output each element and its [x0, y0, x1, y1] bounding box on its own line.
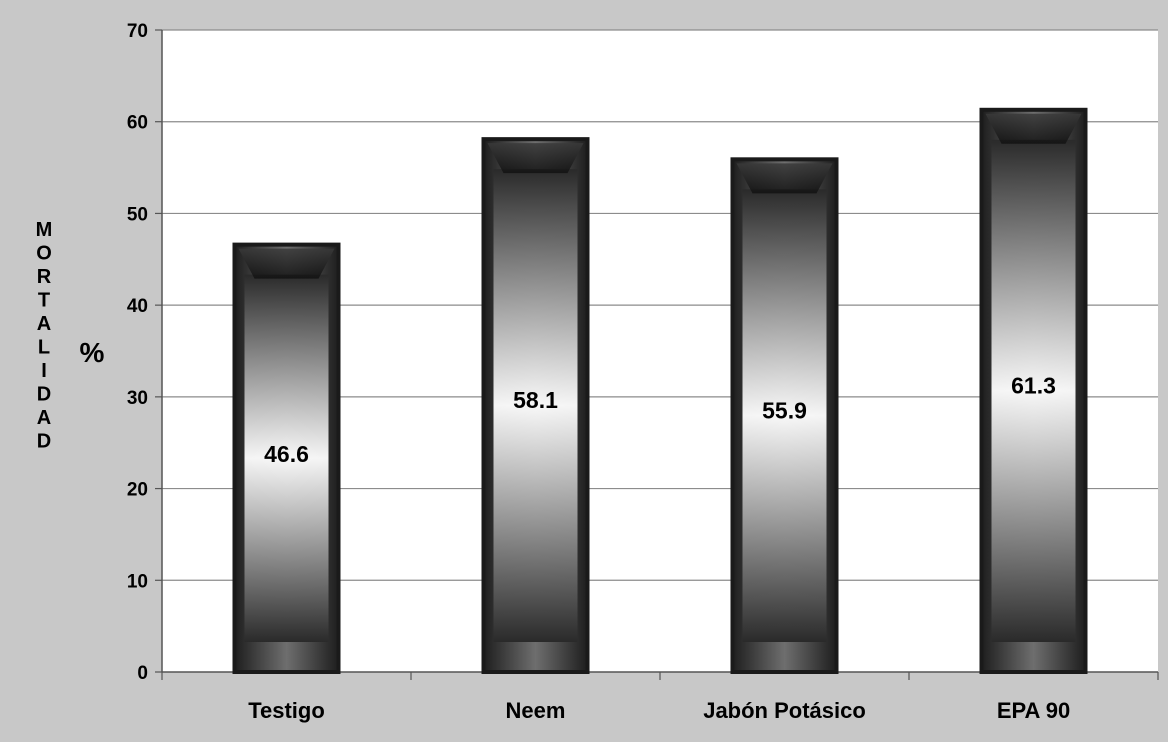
bar-epa-90: [979, 107, 1088, 674]
bar-neem: [481, 137, 590, 674]
y-tick-label: 0: [137, 663, 148, 684]
bar-testigo: [232, 242, 341, 675]
y-tick-label: 40: [127, 296, 148, 317]
bar-highlight: [991, 139, 1076, 642]
data-label: 46.6: [264, 441, 309, 467]
bar-highlight: [493, 169, 578, 642]
y-axis-label-letter: R: [37, 266, 52, 288]
x-category-label: EPA 90: [997, 698, 1070, 723]
y-axis-label-letter: O: [36, 243, 52, 265]
x-category-label: Jabón Potásico: [703, 698, 866, 723]
y-tick-label: 50: [127, 204, 148, 225]
y-tick-label: 30: [127, 388, 148, 409]
y-axis-unit: %: [80, 337, 105, 368]
labels: 0 10 20 30 40 50 60 70 46.6 Testigo 58.1 Neem 55.9 Ja…: [36, 21, 1071, 723]
x-category-label: Neem: [506, 698, 566, 723]
y-axis-label-letter: T: [38, 290, 50, 312]
bar-edge: [232, 242, 341, 675]
y-tick-label: 70: [127, 21, 148, 42]
bar-top-bevel: [238, 248, 335, 279]
y-tick-label: 60: [127, 113, 148, 134]
y-tick-label: 10: [127, 571, 148, 592]
bar-top-bevel: [736, 163, 833, 194]
y-axis-label-letter: A: [37, 313, 51, 335]
bar-top-bevel: [487, 143, 584, 174]
bar-edge: [481, 137, 590, 674]
y-axis-label-letter: D: [37, 431, 51, 453]
bar-top-bevel: [985, 113, 1082, 144]
y-axis-label-letter: M: [36, 219, 53, 241]
bar-edge: [730, 157, 839, 674]
bar-highlight: [742, 189, 827, 642]
y-axis-label-letter: D: [37, 384, 51, 406]
data-label: 55.9: [762, 398, 807, 424]
bar-highlight: [244, 274, 329, 642]
x-category-label: Testigo: [248, 698, 325, 723]
bars: [232, 107, 1088, 675]
y-axis-label-letter: L: [38, 337, 50, 359]
data-label: 61.3: [1011, 372, 1056, 398]
bar-jab-n-pot-sico: [730, 157, 839, 674]
y-tick-label: 20: [127, 480, 148, 501]
data-label: 58.1: [513, 387, 558, 413]
y-axis-label-letter: A: [37, 407, 51, 429]
y-axis-label-letter: I: [41, 360, 47, 382]
bar-edge: [979, 107, 1088, 674]
